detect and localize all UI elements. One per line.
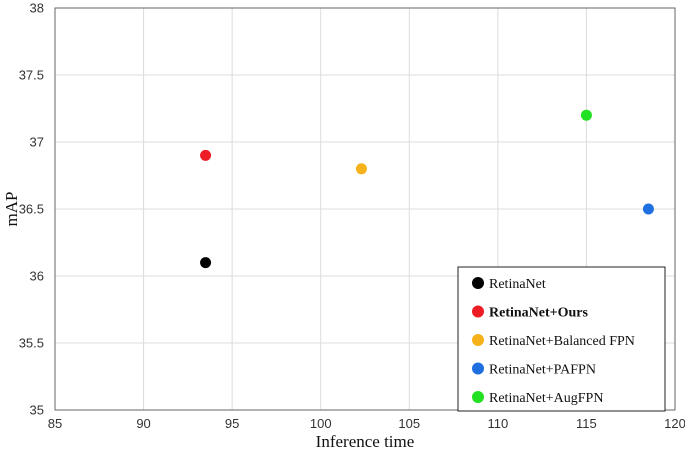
legend-label: RetinaNet+AugFPN [489,391,603,406]
y-tick-label: 38 [30,1,44,16]
data-points [200,109,654,269]
x-axis-title: Inference time [316,432,415,451]
y-tick-label: 35 [30,403,44,418]
y-tick-label: 36 [30,269,44,284]
legend-marker [472,305,484,318]
x-tick-label: 90 [136,416,150,431]
data-point [200,149,212,161]
data-point [355,163,367,175]
data-point [642,203,654,215]
x-tick-label: 100 [310,416,332,431]
data-point [200,257,212,269]
x-tick-label: 110 [487,416,508,431]
legend-label: RetinaNet+Balanced FPN [489,334,635,349]
x-tick-labels: 85 90 95 100 105 110 115 120 [48,416,685,431]
data-point [580,109,592,121]
y-axis-title: mAP [2,192,21,227]
legend-label: RetinaNet+Ours [489,306,589,321]
y-tick-label: 35.5 [19,336,44,351]
y-tick-label: 37.5 [19,68,44,83]
x-tick-label: 95 [225,416,239,431]
plot-frame [54,7,676,411]
legend-marker [472,334,484,346]
y-tick-labels: 35 35.5 36 36.5 37 37.5 38 [19,1,44,418]
legend-box [457,266,666,412]
legend: RetinaNet RetinaNet+Ours RetinaNet+Balance… [457,266,666,412]
x-tick-label: 120 [664,416,685,431]
y-tick-label: 37 [30,135,44,150]
legend-marker [472,362,484,375]
x-tick-label: 105 [398,416,420,431]
legend-label: RetinaNet [489,277,546,292]
grid [54,7,676,411]
y-tick-label: 36.5 [19,202,44,217]
legend-label: RetinaNet+PAFPN [489,363,596,378]
x-tick-label: 115 [576,416,597,431]
x-tick-label: 85 [48,416,62,431]
legend-marker [472,391,484,403]
legend-marker [472,277,484,289]
